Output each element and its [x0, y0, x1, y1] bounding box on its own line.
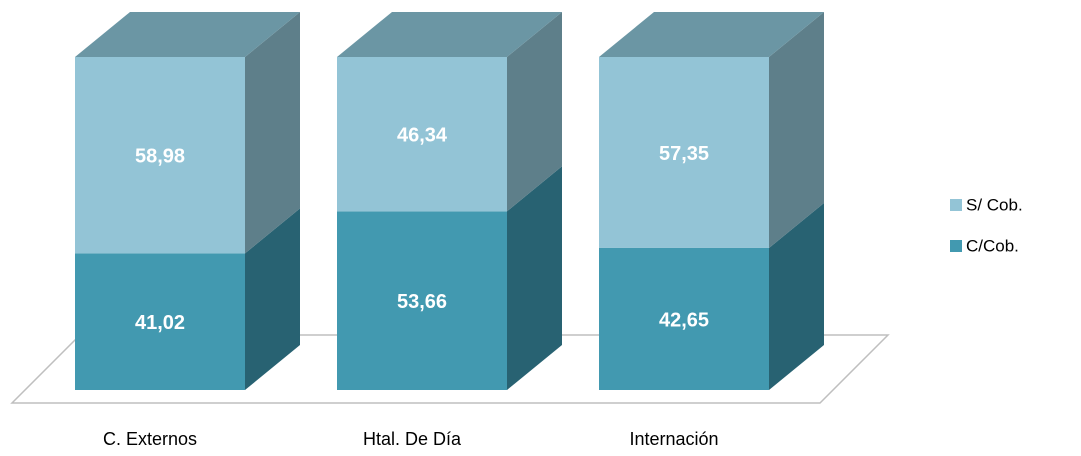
- bar: [599, 57, 769, 248]
- bar-side: [507, 166, 562, 390]
- data-label: 42,65: [659, 309, 709, 331]
- bar: [75, 57, 245, 254]
- x-tick-label: C. Externos: [103, 429, 197, 449]
- bar-side: [769, 12, 824, 248]
- bar-side: [245, 12, 300, 254]
- legend-swatch: [950, 240, 962, 252]
- data-label: 57,35: [659, 143, 709, 165]
- bar: [337, 211, 507, 390]
- bar-top: [337, 12, 562, 57]
- legend-swatch: [950, 199, 962, 211]
- legend-label: C/Cob.: [966, 236, 1019, 255]
- data-label: 53,66: [397, 291, 447, 313]
- bar: [337, 57, 507, 212]
- legend-label: S/ Cob.: [966, 195, 1023, 214]
- bar-side: [245, 208, 300, 390]
- bar-side: [507, 12, 562, 212]
- bar: [599, 247, 769, 390]
- data-label: 41,02: [135, 312, 185, 334]
- bar-top: [599, 12, 824, 57]
- x-tick-label: Htal. De Día: [363, 429, 462, 449]
- bar-top: [75, 12, 300, 57]
- bar-side: [769, 202, 824, 390]
- bar: [75, 253, 245, 390]
- data-label: 46,34: [397, 124, 448, 146]
- x-tick-label: Internación: [629, 429, 718, 449]
- data-label: 58,98: [135, 145, 185, 167]
